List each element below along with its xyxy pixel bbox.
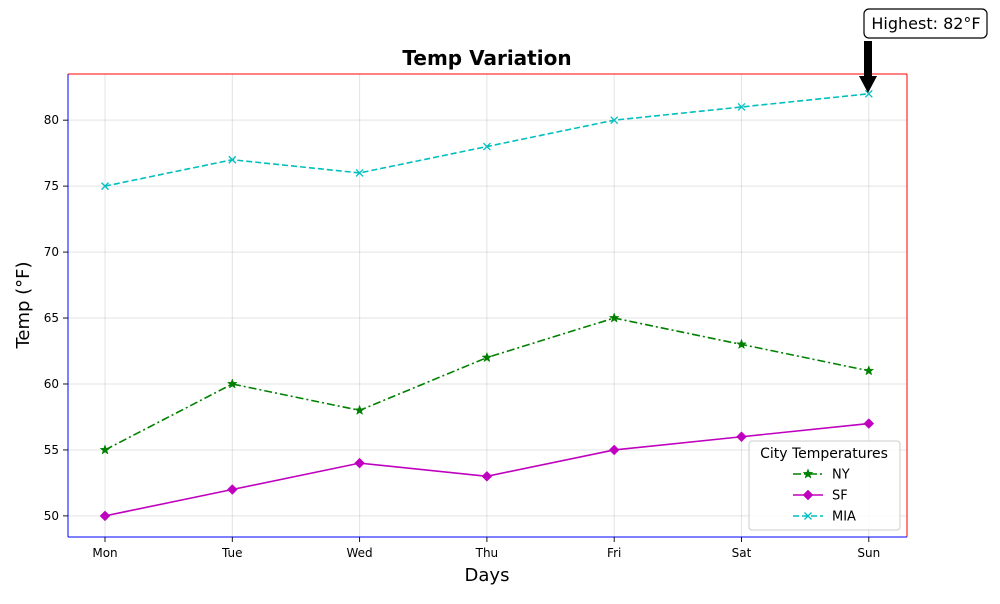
x-tick-label: Tue [221,546,243,560]
data-point-mia [864,89,873,98]
legend-label-sf: SF [832,489,848,504]
chart-title: Temp Variation [402,46,571,70]
data-point-mia [737,103,746,111]
data-point-sf [354,457,365,469]
plot-frame [67,73,908,538]
y-tick-label: 80 [44,113,59,127]
series-sf [99,418,875,522]
legend-item-ny: NY [793,468,850,483]
data-point-sf [736,431,747,443]
annotation: Highest: 82°F [859,8,988,93]
data-point-mia [482,142,491,151]
legend-title: City Temperatures [760,446,888,462]
data-point-ny [99,444,111,455]
y-tick-label: 65 [44,311,59,325]
y-axis-label: Temp (°F) [13,261,34,349]
legend-marker-ny [802,468,814,479]
y-tick-label: 50 [44,509,59,523]
axis-ticks: Mon Tue Wed Thu Fri Sat Sun 50 55 60 65 70 75 80 [44,113,880,560]
data-point-sf [99,510,111,522]
legend-item-mia: MIA [793,510,856,525]
legend-label-mia: MIA [832,510,856,525]
legend-box [748,440,901,531]
data-point-sf [481,470,493,482]
x-tick-label: Sat [732,546,752,560]
y-tick-label: 60 [44,377,59,391]
grid [68,74,907,537]
x-axis-label: Days [465,565,510,586]
x-tick-label: Sun [857,546,880,560]
x-tick-label: Mon [92,546,117,560]
annotation-arrow [859,41,877,93]
legend-item-sf: SF [793,489,848,504]
y-tick-label: 70 [44,245,59,259]
x-tick-label: Fri [607,546,621,560]
legend: City Temperatures NY SF MIA [748,440,901,531]
data-point-mia [610,116,619,125]
y-tick-label: 55 [44,443,59,457]
annotation-box [863,8,988,39]
y-tick-label: 75 [44,179,59,193]
x-tick-label: Thu [475,546,499,560]
legend-entries: NY SF MIA [793,468,856,525]
data-point-ny [863,365,875,376]
x-tick-label: Wed [347,546,373,560]
data-point-sf [863,418,875,429]
data-point-ny [226,378,238,389]
data-point-ny [736,338,747,350]
series-ny [99,312,875,455]
legend-marker-mia [804,512,812,520]
data-point-mia [355,168,364,177]
data-point-ny [481,351,493,363]
data-point-ny [354,404,366,415]
data-point-mia [101,182,109,191]
legend-marker-sf [802,489,814,501]
annotation-text: Highest: 82°F [871,14,980,33]
data-point-ny [608,312,620,323]
legend-label-ny: NY [832,468,850,483]
series-mia [101,89,873,191]
data-point-sf [226,484,238,495]
data-point-mia [228,155,237,164]
data-point-sf [608,444,620,456]
series-layer [99,89,875,522]
